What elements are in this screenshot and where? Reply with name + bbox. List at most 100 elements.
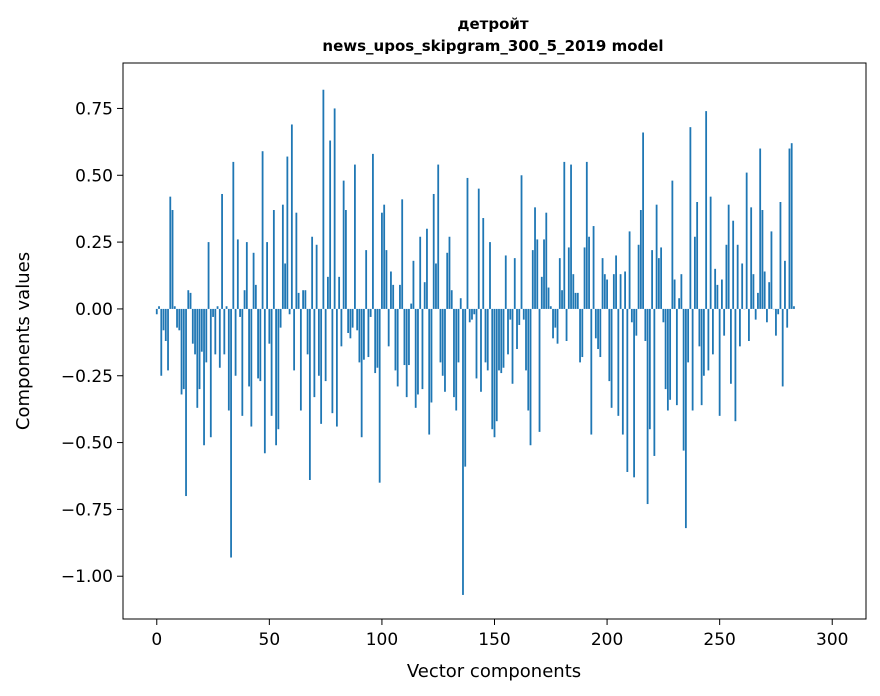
bar-component-124 [435, 263, 437, 309]
bar-component-280 [786, 308, 789, 328]
bar-component-170 [538, 308, 541, 432]
bar-component-167 [531, 250, 534, 309]
bar-component-59 [288, 308, 291, 315]
bar-component-216 [642, 132, 644, 309]
bar-component-51 [270, 308, 273, 416]
bar-component-98 [376, 308, 379, 368]
bar-component-165 [527, 308, 530, 411]
bar-component-144 [480, 308, 482, 392]
bar-component-251 [721, 279, 723, 309]
bar-component-36 [236, 239, 239, 309]
bar-component-201 [608, 308, 611, 382]
bar-component-154 [502, 308, 505, 368]
bar-component-14 [187, 290, 190, 309]
bar-component-34 [232, 161, 235, 309]
y-tick-label: −0.75 [61, 500, 113, 520]
x-tick-label: 50 [259, 630, 281, 650]
bar-component-134 [457, 308, 460, 363]
bar-component-82 [340, 308, 343, 347]
bar-component-260 [741, 263, 744, 309]
bar-component-189 [581, 308, 584, 358]
bar-component-155 [504, 255, 507, 309]
bar-component-24 [209, 308, 212, 438]
bar-component-239 [693, 236, 696, 309]
bar-component-27 [216, 306, 219, 309]
bar-component-229 [671, 180, 674, 309]
bar-component-268 [759, 148, 762, 309]
bar-component-0 [155, 308, 158, 315]
bar-component-5 [167, 308, 169, 371]
bar-component-47 [261, 151, 264, 309]
bar-component-43 [252, 252, 255, 309]
bar-component-203 [612, 274, 615, 309]
bar-component-49 [266, 242, 268, 309]
bar-component-174 [547, 287, 550, 309]
bar-component-253 [725, 244, 728, 309]
bar-component-66 [304, 290, 307, 309]
bar-component-56 [281, 204, 284, 309]
bar-component-176 [552, 308, 554, 339]
bar-component-100 [381, 212, 383, 309]
bar-component-191 [585, 161, 588, 309]
bar-component-184 [570, 164, 572, 309]
bar-component-39 [243, 290, 246, 309]
bar-component-90 [358, 308, 361, 363]
bar-component-136 [462, 308, 464, 595]
bar-component-238 [691, 308, 694, 411]
bar-component-21 [203, 308, 205, 446]
bar-component-75 [324, 308, 327, 382]
bar-component-205 [617, 308, 620, 416]
bar-component-17 [194, 308, 196, 355]
bar-component-241 [698, 308, 701, 347]
bar-component-141 [473, 308, 476, 315]
bar-component-122 [430, 308, 433, 403]
x-tick-label: 150 [478, 630, 510, 650]
bar-component-152 [498, 308, 500, 371]
bar-component-101 [383, 204, 386, 309]
bar-component-6 [169, 196, 172, 309]
bar-component-214 [637, 244, 640, 309]
bar-component-40 [245, 242, 248, 309]
bar-component-169 [536, 239, 539, 309]
bar-component-138 [466, 177, 469, 309]
bar-component-175 [549, 306, 552, 309]
bar-component-48 [263, 308, 266, 454]
bar-component-97 [374, 308, 377, 374]
bar-component-7 [171, 210, 174, 309]
bar-component-220 [651, 250, 654, 309]
bar-component-50 [268, 308, 271, 344]
bar-component-234 [682, 308, 685, 451]
bar-component-269 [761, 210, 764, 309]
bar-component-126 [439, 308, 442, 363]
bar-component-223 [657, 258, 660, 309]
bar-component-108 [399, 284, 401, 309]
bar-component-236 [687, 308, 690, 363]
bar-component-77 [329, 140, 332, 309]
bar-component-31 [225, 306, 228, 309]
bar-component-156 [507, 308, 509, 355]
bar-component-278 [781, 308, 784, 387]
bar-component-118 [421, 308, 424, 390]
bar-component-222 [655, 204, 658, 309]
bar-component-242 [700, 308, 703, 406]
bar-component-200 [606, 279, 608, 309]
bar-component-228 [669, 308, 672, 400]
bar-component-148 [489, 242, 491, 309]
y-axis-ticks: −1.00 −0.75 −0.50 −0.25 0.00 0.25 0.50 0.75 [61, 99, 123, 587]
bar-component-143 [477, 188, 480, 309]
bar-component-30 [223, 308, 226, 355]
bar-component-142 [475, 308, 478, 379]
bar-component-277 [779, 202, 782, 309]
bar-component-37 [239, 308, 241, 317]
bar-component-199 [603, 274, 606, 309]
bar-component-96 [372, 153, 374, 309]
bar-component-218 [646, 308, 649, 505]
bar-component-57 [284, 263, 287, 309]
bar-component-262 [745, 172, 748, 309]
bar-component-91 [360, 308, 363, 438]
bar-component-190 [583, 247, 586, 309]
bar-component-109 [401, 199, 404, 309]
bar-component-168 [534, 207, 536, 309]
bar-component-79 [333, 108, 336, 309]
bar-component-273 [770, 231, 773, 309]
